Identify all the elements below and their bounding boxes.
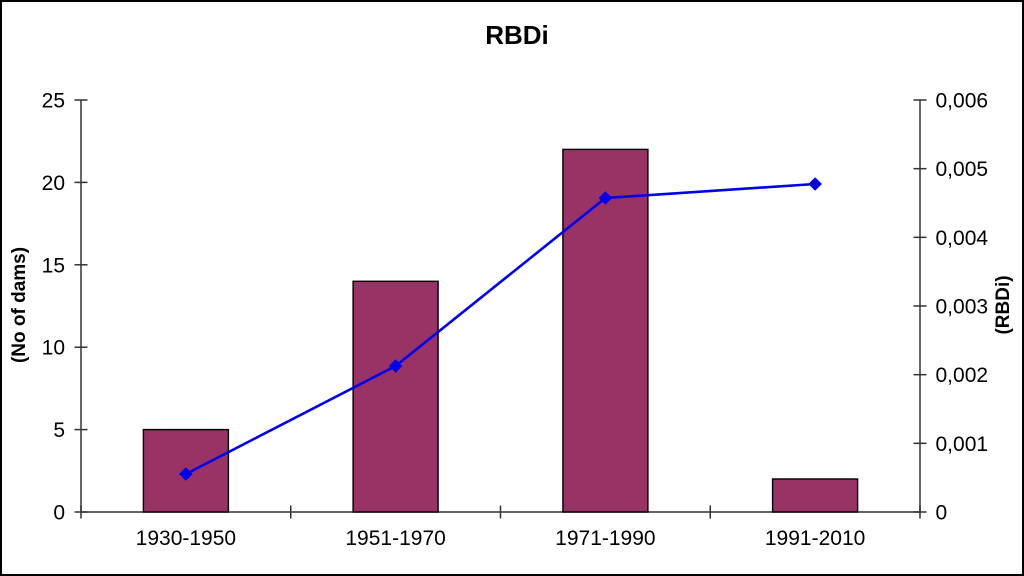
svg-text:(No of dams): (No of dams) bbox=[9, 247, 30, 363]
svg-text:0,003: 0,003 bbox=[936, 296, 989, 319]
svg-text:20: 20 bbox=[42, 172, 65, 195]
svg-text:0,005: 0,005 bbox=[936, 158, 989, 181]
svg-text:0: 0 bbox=[53, 502, 65, 525]
svg-text:1991-2010: 1991-2010 bbox=[765, 527, 865, 550]
svg-text:0: 0 bbox=[936, 502, 948, 525]
svg-text:0,004: 0,004 bbox=[936, 227, 989, 250]
svg-text:(RBDi): (RBDi) bbox=[993, 275, 1014, 334]
svg-text:15: 15 bbox=[42, 254, 65, 277]
svg-text:0,006: 0,006 bbox=[936, 90, 989, 113]
svg-text:RBDi: RBDi bbox=[485, 20, 549, 50]
svg-text:0,001: 0,001 bbox=[936, 433, 989, 456]
svg-text:1951-1970: 1951-1970 bbox=[345, 527, 445, 550]
svg-text:25: 25 bbox=[42, 90, 65, 113]
svg-text:5: 5 bbox=[53, 419, 65, 442]
svg-text:10: 10 bbox=[42, 337, 65, 360]
svg-text:1971-1990: 1971-1990 bbox=[555, 527, 655, 550]
svg-text:1930-1950: 1930-1950 bbox=[136, 527, 236, 550]
svg-text:0,002: 0,002 bbox=[936, 364, 989, 387]
